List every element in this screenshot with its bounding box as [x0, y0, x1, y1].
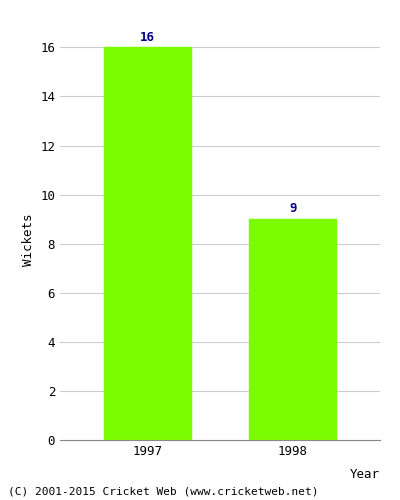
Bar — [249, 219, 336, 440]
Text: 16: 16 — [140, 30, 155, 44]
Bar — [104, 48, 191, 440]
Text: 9: 9 — [289, 202, 296, 215]
Text: Year: Year — [350, 468, 380, 481]
Text: (C) 2001-2015 Cricket Web (www.cricketweb.net): (C) 2001-2015 Cricket Web (www.cricketwe… — [8, 487, 318, 497]
Y-axis label: Wickets: Wickets — [22, 214, 34, 266]
